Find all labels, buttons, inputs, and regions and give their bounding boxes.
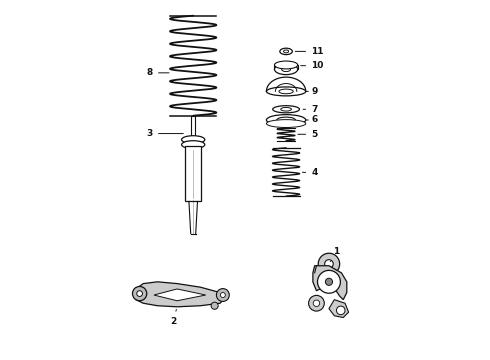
Ellipse shape [182, 136, 205, 144]
Text: 11: 11 [295, 47, 323, 56]
Ellipse shape [267, 114, 306, 125]
Circle shape [313, 300, 319, 306]
Text: 5: 5 [298, 130, 318, 139]
Circle shape [318, 253, 340, 275]
Ellipse shape [282, 67, 291, 72]
Polygon shape [313, 266, 347, 300]
Ellipse shape [279, 89, 293, 94]
Circle shape [217, 289, 229, 301]
FancyBboxPatch shape [191, 116, 196, 144]
Ellipse shape [272, 106, 299, 113]
Circle shape [132, 287, 147, 301]
Circle shape [318, 270, 341, 293]
Ellipse shape [281, 108, 292, 111]
Ellipse shape [280, 48, 293, 55]
Text: 2: 2 [170, 310, 176, 325]
Text: 1: 1 [330, 247, 340, 262]
Circle shape [337, 306, 345, 315]
Text: 7: 7 [303, 105, 318, 114]
Ellipse shape [284, 50, 289, 53]
Text: 9: 9 [306, 87, 318, 96]
Ellipse shape [267, 120, 306, 127]
Circle shape [220, 293, 225, 297]
Ellipse shape [267, 87, 306, 96]
Text: 3: 3 [147, 129, 183, 138]
Ellipse shape [182, 141, 205, 149]
Polygon shape [136, 282, 225, 307]
Text: 10: 10 [301, 61, 323, 70]
Circle shape [309, 296, 324, 311]
Circle shape [137, 291, 143, 296]
Text: 4: 4 [302, 168, 318, 177]
Circle shape [325, 278, 333, 285]
Polygon shape [154, 289, 206, 301]
FancyBboxPatch shape [185, 146, 201, 202]
Ellipse shape [274, 64, 298, 75]
Text: 8: 8 [147, 68, 169, 77]
Text: 6: 6 [306, 116, 318, 125]
Circle shape [211, 302, 218, 309]
Ellipse shape [274, 61, 298, 69]
Polygon shape [329, 300, 348, 318]
Ellipse shape [277, 117, 295, 123]
Circle shape [325, 260, 333, 268]
